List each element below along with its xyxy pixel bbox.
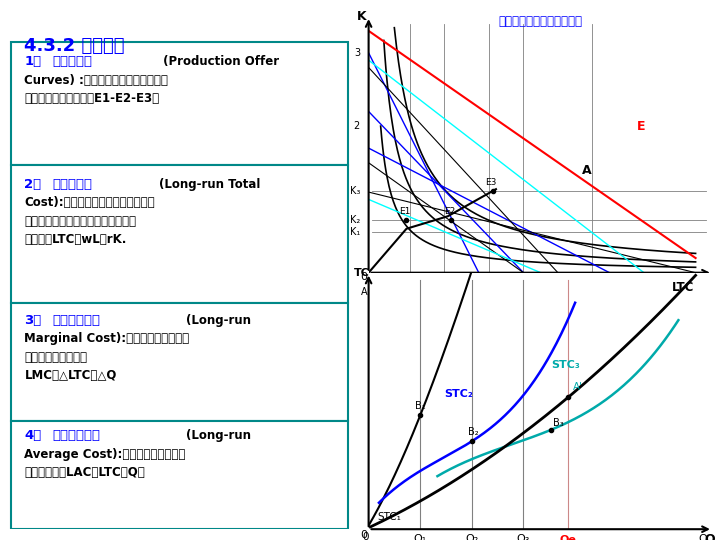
Text: L₂: L₂ [440, 279, 449, 288]
Text: 期成本，记作LAC＝LTC／Q。: 期成本，记作LAC＝LTC／Q。 [24, 466, 145, 479]
Text: L31: L31 [584, 279, 600, 288]
Text: A: A [582, 164, 592, 177]
Text: K₂: K₂ [350, 215, 360, 225]
Text: 3: 3 [354, 48, 360, 58]
Text: 产量扩展线: 产量扩展线 [52, 55, 92, 68]
Text: K₁: K₁ [350, 227, 360, 238]
FancyBboxPatch shape [11, 165, 348, 303]
Text: E1: E1 [399, 207, 410, 216]
Text: E3: E3 [485, 178, 497, 187]
Text: E: E [637, 120, 646, 133]
Text: Marginal Cost):增加一单位产量所增: Marginal Cost):增加一单位产量所增 [24, 332, 189, 345]
Text: 0: 0 [362, 532, 369, 540]
Text: K: K [357, 10, 366, 23]
Text: 2、: 2、 [24, 178, 42, 191]
Text: C₁: C₁ [400, 279, 410, 288]
Text: B₂: B₂ [469, 427, 479, 437]
Text: L: L [706, 276, 714, 289]
Text: L₃: L₃ [485, 279, 493, 288]
Text: 1、: 1、 [24, 55, 42, 68]
Text: (Production Offer: (Production Offer [158, 55, 279, 68]
Text: A': A' [573, 382, 583, 392]
Text: STC₃: STC₃ [551, 360, 580, 370]
Text: B₃: B₃ [553, 418, 564, 428]
Text: L₁: L₁ [405, 279, 414, 288]
Text: C₂: C₂ [454, 279, 463, 288]
Text: C₃: C₃ [554, 279, 562, 288]
Text: 化的轨迹，是短期总成本的下方包络: 化的轨迹，是短期总成本的下方包络 [24, 215, 136, 228]
Text: Q₂: Q₂ [465, 535, 479, 540]
Text: STC₂: STC₂ [444, 389, 473, 399]
Text: Q₁: Q₁ [426, 279, 436, 288]
Text: Q₁: Q₁ [413, 535, 427, 540]
Text: 0: 0 [360, 272, 367, 282]
Text: 线。记作LTC＝wL＋rK.: 线。记作LTC＝wL＋rK. [24, 233, 127, 246]
Text: STC₁: STC₁ [377, 512, 401, 522]
Text: L21: L21 [516, 279, 531, 288]
Text: 长期总成本: 长期总成本 [52, 178, 92, 191]
Text: (Long-run: (Long-run [186, 314, 251, 327]
Text: 加的长期成本，记作: 加的长期成本，记作 [24, 350, 87, 363]
Text: 2: 2 [354, 121, 360, 131]
Text: Q₃: Q₃ [517, 535, 530, 540]
Text: A: A [361, 287, 368, 296]
Text: Average Cost):每单位产量平摊的长: Average Cost):每单位产量平摊的长 [24, 448, 186, 461]
FancyBboxPatch shape [11, 421, 348, 529]
Text: B₁: B₁ [415, 401, 426, 411]
Text: Q₂: Q₂ [529, 279, 539, 288]
Text: Q₃: Q₃ [639, 279, 649, 288]
Text: LTC: LTC [672, 281, 694, 294]
Text: Q: Q [698, 535, 707, 540]
FancyBboxPatch shape [11, 303, 348, 421]
Text: 长期边际成本: 长期边际成本 [52, 314, 100, 327]
Text: Qe: Qe [560, 535, 577, 540]
Text: 量变化的轨迹，即图中E1-E2-E3。: 量变化的轨迹，即图中E1-E2-E3。 [24, 92, 160, 105]
Text: TC: TC [354, 268, 369, 278]
Text: 0: 0 [360, 530, 367, 540]
Text: 产量扩展线与长期总成本线: 产量扩展线与长期总成本线 [499, 15, 582, 28]
FancyBboxPatch shape [11, 42, 348, 165]
Text: Cost):最低长期总成本随产出水平变: Cost):最低长期总成本随产出水平变 [24, 196, 155, 210]
Text: (Long-run: (Long-run [186, 429, 251, 442]
Text: Curves) :就是成本最小化均衡点随产: Curves) :就是成本最小化均衡点随产 [24, 73, 168, 86]
Text: K₃: K₃ [350, 186, 360, 195]
Text: 4、: 4、 [24, 429, 42, 442]
Text: LMC＝△LTC／△Q: LMC＝△LTC／△Q [24, 369, 117, 382]
Text: Q: Q [704, 532, 715, 540]
Text: 4.3.2 长期成本: 4.3.2 长期成本 [24, 37, 125, 55]
Text: 3、: 3、 [24, 314, 42, 327]
Text: E2: E2 [444, 207, 455, 216]
Text: (Long-run Total: (Long-run Total [158, 178, 260, 191]
Text: 长期平均成本: 长期平均成本 [52, 429, 100, 442]
